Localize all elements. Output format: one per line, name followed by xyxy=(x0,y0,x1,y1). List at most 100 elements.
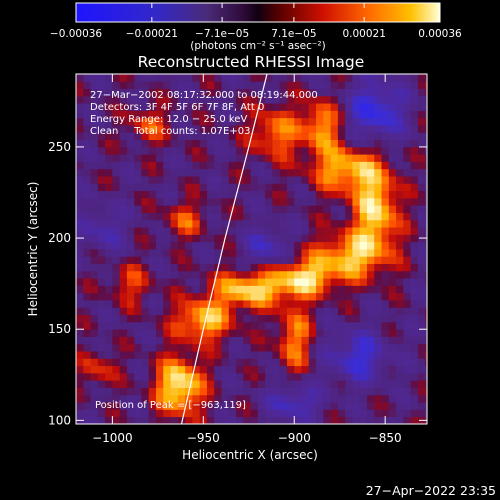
heatmap-cell xyxy=(163,256,171,264)
heatmap-cell xyxy=(177,139,186,148)
heatmap-cell xyxy=(366,205,375,213)
heatmap-cell xyxy=(126,154,135,162)
heatmap-cell xyxy=(148,234,157,243)
heatmap-cell xyxy=(250,183,259,192)
heatmap-cell xyxy=(257,88,266,97)
heatmap-cell xyxy=(163,307,171,316)
heatmap-cell xyxy=(170,292,179,301)
heatmap-cell xyxy=(345,110,353,119)
heatmap-cell xyxy=(119,227,128,235)
heatmap-cell xyxy=(105,256,113,264)
heatmap-cell xyxy=(417,103,426,111)
heatmap-cell xyxy=(316,343,324,352)
heatmap-cell xyxy=(177,190,186,199)
heatmap-cell xyxy=(272,227,281,235)
heatmap-cell xyxy=(76,380,84,388)
heatmap-cell xyxy=(250,365,259,374)
heatmap-cell xyxy=(301,321,310,330)
heatmap-cell xyxy=(403,380,412,388)
heatmap-cell xyxy=(286,372,295,381)
heatmap-cell xyxy=(359,190,368,199)
heatmap-cell xyxy=(163,183,171,192)
heatmap-cell xyxy=(337,321,346,330)
heatmap-cell xyxy=(374,146,382,155)
heatmap-cell xyxy=(90,329,99,337)
heatmap-cell xyxy=(199,241,208,250)
heatmap-cell xyxy=(214,402,222,410)
heatmap-cell xyxy=(374,409,382,418)
heatmap-cell xyxy=(170,88,179,97)
plot-frame xyxy=(75,73,428,425)
heatmap-cell xyxy=(170,212,179,221)
heatmap-cell xyxy=(221,416,230,424)
heatmap-cell xyxy=(366,234,375,243)
heatmap-cell xyxy=(112,336,121,345)
heatmap-cell xyxy=(330,321,339,330)
heatmap-cell xyxy=(388,176,397,184)
heatmap-cell xyxy=(410,249,419,257)
heatmap-cell xyxy=(257,372,266,381)
heatmap-cell xyxy=(417,125,426,133)
heatmap-cell xyxy=(141,394,150,403)
heatmap-cell xyxy=(119,110,128,119)
heatmap-cell xyxy=(177,402,186,410)
heatmap-cell xyxy=(308,336,317,345)
heatmap-cell xyxy=(250,285,259,294)
heatmap-cell xyxy=(337,183,346,192)
heatmap-cell xyxy=(316,81,324,89)
heatmap-cell xyxy=(170,125,179,133)
heatmap-cell xyxy=(257,139,266,148)
heatmap-cell xyxy=(286,117,295,126)
heatmap-cell xyxy=(330,190,339,199)
heatmap-cell xyxy=(177,117,186,126)
heatmap-cell xyxy=(286,300,295,308)
heatmap-cell xyxy=(141,183,150,192)
heatmap-cell xyxy=(126,146,135,155)
heatmap-cell xyxy=(119,154,128,162)
heatmap-cell xyxy=(134,278,142,286)
heatmap-cell xyxy=(330,146,339,155)
heatmap-cell xyxy=(148,314,157,323)
heatmap-cell xyxy=(265,416,273,424)
heatmap-cell xyxy=(388,256,397,264)
heatmap-cell xyxy=(381,278,390,286)
heatmap-cell xyxy=(396,365,404,374)
heatmap-cell xyxy=(388,103,397,111)
heatmap-cell xyxy=(97,380,106,388)
heatmap-cell xyxy=(105,402,113,410)
heatmap-cell xyxy=(403,409,412,418)
heatmap-cell xyxy=(425,88,427,97)
heatmap-cell xyxy=(265,88,273,97)
heatmap-cell xyxy=(286,256,295,264)
heatmap-cell xyxy=(199,219,208,228)
heatmap-cell xyxy=(119,372,128,381)
y-axis-label: Heliocentric Y (arcsec) xyxy=(26,182,40,317)
heatmap-cell xyxy=(76,263,84,272)
heatmap-cell xyxy=(228,292,237,301)
heatmap-cell xyxy=(366,416,375,424)
heatmap-cell xyxy=(265,103,273,111)
heatmap-cell xyxy=(272,372,281,381)
heatmap-cell xyxy=(177,416,186,424)
heatmap-cell xyxy=(199,168,208,177)
heatmap-cell xyxy=(265,249,273,257)
heatmap-cell xyxy=(286,176,295,184)
heatmap-cell xyxy=(396,241,404,250)
heatmap-cell xyxy=(206,402,215,410)
heatmap-cell xyxy=(396,117,404,126)
heatmap-cell xyxy=(228,402,237,410)
heatmap-cell xyxy=(156,285,164,294)
heatmap-cell xyxy=(294,409,302,418)
heatmap-cell xyxy=(403,416,412,424)
heatmap-cell xyxy=(243,227,251,235)
heatmap-cell xyxy=(330,358,339,367)
heatmap-cell xyxy=(170,321,179,330)
heatmap-cell xyxy=(257,81,266,89)
heatmap-cell xyxy=(301,234,310,243)
heatmap-cell xyxy=(410,380,419,388)
heatmap-cell xyxy=(301,176,310,184)
heatmap-cell xyxy=(112,307,121,316)
heatmap-cell xyxy=(236,212,244,221)
heatmap-cell xyxy=(177,351,186,359)
heatmap-cell xyxy=(272,117,281,126)
